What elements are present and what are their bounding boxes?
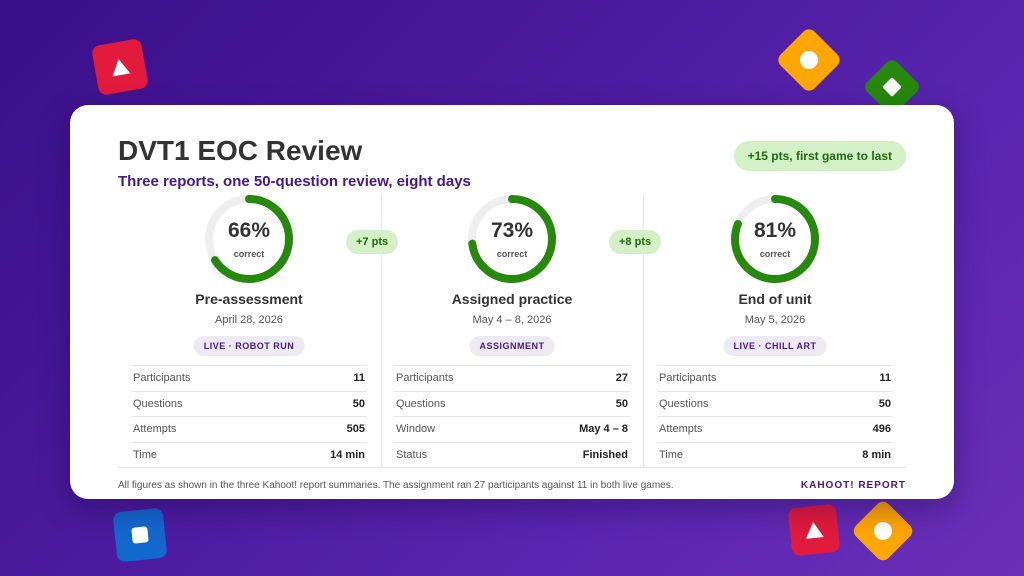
stat-row: Participants 11: [131, 366, 367, 392]
stat-row: Attempts 496: [657, 417, 893, 443]
stat-value: 8 min: [862, 448, 891, 461]
stat-value: 50: [615, 397, 628, 410]
report-date: May 5, 2026: [744, 314, 806, 326]
score-ring-graphic: [205, 195, 293, 283]
overall-gain-badge: +15 pts, first game to last: [733, 141, 906, 171]
stat-value: 50: [878, 397, 891, 410]
mode-pill: LIVE · CHILL ART: [723, 336, 827, 356]
stat-label: Attempts: [659, 423, 703, 436]
stat-row: Attempts 505: [131, 417, 367, 443]
report-date: May 4 – 8, 2026: [472, 314, 552, 326]
stat-label: Time: [659, 448, 684, 461]
stat-value: 505: [346, 423, 365, 436]
stat-value: May 4 – 8: [579, 423, 628, 436]
stats-table: Participants 11 Questions 50 Attempts 505 T…: [131, 365, 367, 468]
stat-label: Window: [396, 423, 436, 436]
footnote: All figures as shown in the three Kahoot…: [118, 480, 674, 491]
score-percent: 66%: [227, 219, 271, 242]
stat-value: 27: [615, 372, 628, 385]
triangle-icon: [804, 521, 824, 539]
stat-label: Status: [396, 448, 428, 461]
stat-label: Questions: [396, 397, 446, 410]
page-subtitle: Three reports, one 50-question review, e…: [118, 173, 471, 190]
stat-value: 14 min: [330, 448, 365, 461]
blue-square-tile: [112, 507, 168, 563]
circle-icon: [870, 518, 896, 544]
ring-progress: [468, 195, 556, 283]
red-triangle-tile: [787, 503, 841, 557]
report-name: Pre-assessment: [195, 291, 303, 307]
red-triangle-tile: [91, 38, 149, 96]
score-caption: correct: [233, 249, 265, 259]
stat-row: Window May 4 – 8: [394, 417, 630, 443]
stat-row: Questions 50: [657, 392, 893, 417]
score-ring: 66% correct: [203, 193, 295, 285]
stat-value: Finished: [582, 448, 628, 461]
score-percent: 73%: [490, 219, 534, 242]
stat-value: 50: [352, 397, 365, 410]
score-ring: 81% correct: [729, 193, 821, 285]
mode-pill: LIVE · ROBOT RUN: [193, 336, 305, 356]
stat-row: Questions 50: [394, 392, 630, 417]
report-column-end-of-unit: 81% correct End of unit May 5, 2026 LIVE…: [657, 193, 893, 468]
brand-label: KAHOOT! REPORT: [800, 480, 906, 491]
stat-value: 11: [353, 372, 365, 385]
stats-table: Participants 27 Questions 50 Window May 4 –…: [394, 365, 630, 468]
square-icon: [882, 77, 902, 97]
stat-value: 11: [879, 372, 891, 385]
report-name: End of unit: [738, 291, 812, 307]
orange-circle-tile: [850, 498, 916, 564]
score-ring-graphic: [731, 195, 819, 283]
report-column-pre-assessment: 66% correct Pre-assessment April 28, 202…: [131, 193, 367, 468]
column-divider: [643, 195, 644, 467]
stat-label: Questions: [659, 397, 709, 410]
score-caption: correct: [496, 249, 528, 259]
ring-progress: [205, 195, 293, 283]
footer-divider: [118, 467, 906, 468]
circle-icon: [796, 47, 822, 73]
stat-label: Participants: [396, 372, 454, 385]
report-column-assigned-practice: 73% correct Assigned practice May 4 – 8,…: [394, 193, 630, 468]
stat-label: Attempts: [133, 423, 177, 436]
score-caption: correct: [759, 249, 791, 259]
report-date: April 28, 2026: [215, 314, 283, 326]
score-percent: 81%: [753, 219, 797, 242]
stat-row: Time 14 min: [131, 443, 367, 468]
stat-row: Participants 27: [394, 366, 630, 392]
ring-progress: [731, 195, 819, 283]
square-icon: [131, 526, 149, 544]
stat-label: Participants: [659, 372, 717, 385]
triangle-icon: [109, 57, 131, 77]
stat-row: Participants 11: [657, 366, 893, 392]
report-card: DVT1 EOC Review Three reports, one 50-qu…: [70, 105, 954, 499]
score-ring: 73% correct: [466, 193, 558, 285]
stat-label: Time: [133, 448, 158, 461]
stats-table: Participants 11 Questions 50 Attempts 496 T…: [657, 365, 893, 468]
stat-row: Questions 50: [131, 392, 367, 417]
delta-badge: +8 pts: [609, 230, 662, 254]
orange-circle-tile: [775, 26, 843, 94]
stat-label: Participants: [133, 372, 191, 385]
score-ring-graphic: [468, 195, 556, 283]
page-title: DVT1 EOC Review: [118, 135, 363, 166]
mode-pill: ASSIGNMENT: [469, 336, 555, 356]
report-name: Assigned practice: [451, 291, 573, 307]
column-divider: [381, 195, 382, 467]
stat-row: Time 8 min: [657, 443, 893, 468]
stat-value: 496: [872, 423, 891, 436]
stat-row: Status Finished: [394, 443, 630, 468]
delta-badge: +7 pts: [346, 230, 399, 254]
stat-label: Questions: [133, 397, 183, 410]
